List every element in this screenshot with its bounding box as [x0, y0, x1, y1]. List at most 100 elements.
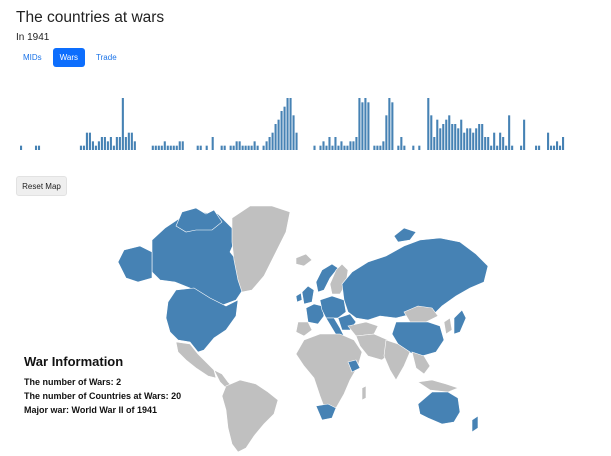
- year-bar[interactable]: [133, 141, 136, 150]
- country-greenland[interactable]: [231, 205, 291, 293]
- year-bar[interactable]: [331, 145, 334, 150]
- country-madagascar[interactable]: [361, 385, 367, 401]
- year-bar[interactable]: [520, 145, 523, 150]
- year-bar[interactable]: [334, 137, 337, 150]
- year-bar[interactable]: [454, 124, 457, 150]
- year-bar[interactable]: [322, 141, 325, 150]
- year-bar[interactable]: [430, 115, 433, 150]
- year-bar[interactable]: [295, 132, 298, 150]
- year-bar[interactable]: [274, 124, 277, 150]
- year-bar[interactable]: [181, 141, 184, 150]
- year-bar[interactable]: [79, 145, 82, 150]
- year-bar[interactable]: [538, 145, 541, 150]
- country-spain[interactable]: [295, 321, 313, 337]
- year-bar[interactable]: [511, 145, 514, 150]
- year-bar[interactable]: [328, 137, 331, 150]
- year-bar[interactable]: [289, 98, 292, 150]
- year-bar[interactable]: [103, 137, 106, 150]
- year-bar[interactable]: [100, 137, 103, 150]
- year-bar[interactable]: [403, 145, 406, 150]
- country-south-america[interactable]: [221, 379, 279, 453]
- country-uk[interactable]: [301, 285, 315, 305]
- year-bar[interactable]: [286, 98, 289, 150]
- year-bar[interactable]: [493, 132, 496, 150]
- year-bar[interactable]: [250, 145, 253, 150]
- country-ethiopia[interactable]: [347, 359, 361, 373]
- year-bar[interactable]: [376, 145, 379, 150]
- year-bar[interactable]: [472, 132, 475, 150]
- year-bar[interactable]: [313, 145, 316, 150]
- year-bar[interactable]: [97, 141, 100, 150]
- year-bar[interactable]: [130, 132, 133, 150]
- year-bar[interactable]: [391, 102, 394, 150]
- year-bar[interactable]: [373, 145, 376, 150]
- year-bar[interactable]: [439, 128, 442, 150]
- country-turkey[interactable]: [347, 321, 379, 337]
- year-bar[interactable]: [460, 119, 463, 150]
- year-bar[interactable]: [262, 145, 265, 150]
- year-bar[interactable]: [481, 124, 484, 150]
- year-bar[interactable]: [547, 132, 550, 150]
- year-bar[interactable]: [223, 145, 226, 150]
- year-bar[interactable]: [496, 145, 499, 150]
- year-bar[interactable]: [457, 128, 460, 150]
- year-bar[interactable]: [124, 137, 127, 150]
- country-iceland[interactable]: [295, 253, 313, 267]
- country-alaska[interactable]: [117, 245, 153, 283]
- year-bar[interactable]: [121, 98, 124, 150]
- country-new-zealand[interactable]: [471, 415, 479, 433]
- year-bar[interactable]: [280, 111, 283, 150]
- year-bar[interactable]: [562, 137, 565, 150]
- year-bar[interactable]: [94, 145, 97, 150]
- country-indonesia[interactable]: [417, 379, 459, 393]
- country-ireland[interactable]: [295, 292, 303, 303]
- year-bar[interactable]: [247, 145, 250, 150]
- year-bar[interactable]: [478, 124, 481, 150]
- year-bar[interactable]: [82, 145, 85, 150]
- year-bar[interactable]: [361, 102, 364, 150]
- year-bar[interactable]: [112, 145, 115, 150]
- year-bar[interactable]: [283, 106, 286, 150]
- year-bar[interactable]: [379, 145, 382, 150]
- year-bar[interactable]: [172, 145, 175, 150]
- year-bar[interactable]: [340, 141, 343, 150]
- year-bar[interactable]: [20, 145, 23, 150]
- year-bar[interactable]: [499, 132, 502, 150]
- year-bar[interactable]: [559, 145, 562, 150]
- year-bar[interactable]: [550, 145, 553, 150]
- year-bar[interactable]: [109, 137, 112, 150]
- arctic-islands[interactable]: [175, 207, 223, 233]
- country-mexico[interactable]: [175, 341, 217, 379]
- year-bar[interactable]: [229, 145, 232, 150]
- year-bar[interactable]: [442, 124, 445, 150]
- year-bar[interactable]: [490, 145, 493, 150]
- year-bar[interactable]: [271, 132, 274, 150]
- year-bar[interactable]: [463, 132, 466, 150]
- year-bar[interactable]: [85, 132, 88, 150]
- year-bar[interactable]: [211, 137, 214, 150]
- year-bar[interactable]: [418, 145, 421, 150]
- year-bar[interactable]: [151, 145, 154, 150]
- year-bar[interactable]: [553, 145, 556, 150]
- country-australia[interactable]: [417, 391, 461, 425]
- year-bar[interactable]: [523, 119, 526, 150]
- tab-wars[interactable]: Wars: [52, 48, 86, 67]
- year-bar[interactable]: [118, 137, 121, 150]
- country-ussr[interactable]: [341, 237, 489, 321]
- country-korea[interactable]: [443, 317, 453, 335]
- country-india[interactable]: [383, 339, 411, 381]
- year-bar[interactable]: [106, 141, 109, 150]
- year-bar[interactable]: [367, 102, 370, 150]
- year-bar[interactable]: [265, 141, 268, 150]
- year-bar[interactable]: [397, 145, 400, 150]
- year-bar[interactable]: [241, 145, 244, 150]
- year-bar[interactable]: [349, 141, 352, 150]
- year-bar[interactable]: [484, 137, 487, 150]
- year-bar[interactable]: [178, 141, 181, 150]
- year-bar[interactable]: [34, 145, 38, 150]
- year-bar[interactable]: [508, 115, 511, 150]
- year-bar[interactable]: [292, 115, 295, 150]
- year-bar[interactable]: [268, 137, 271, 150]
- year-bar[interactable]: [451, 124, 454, 150]
